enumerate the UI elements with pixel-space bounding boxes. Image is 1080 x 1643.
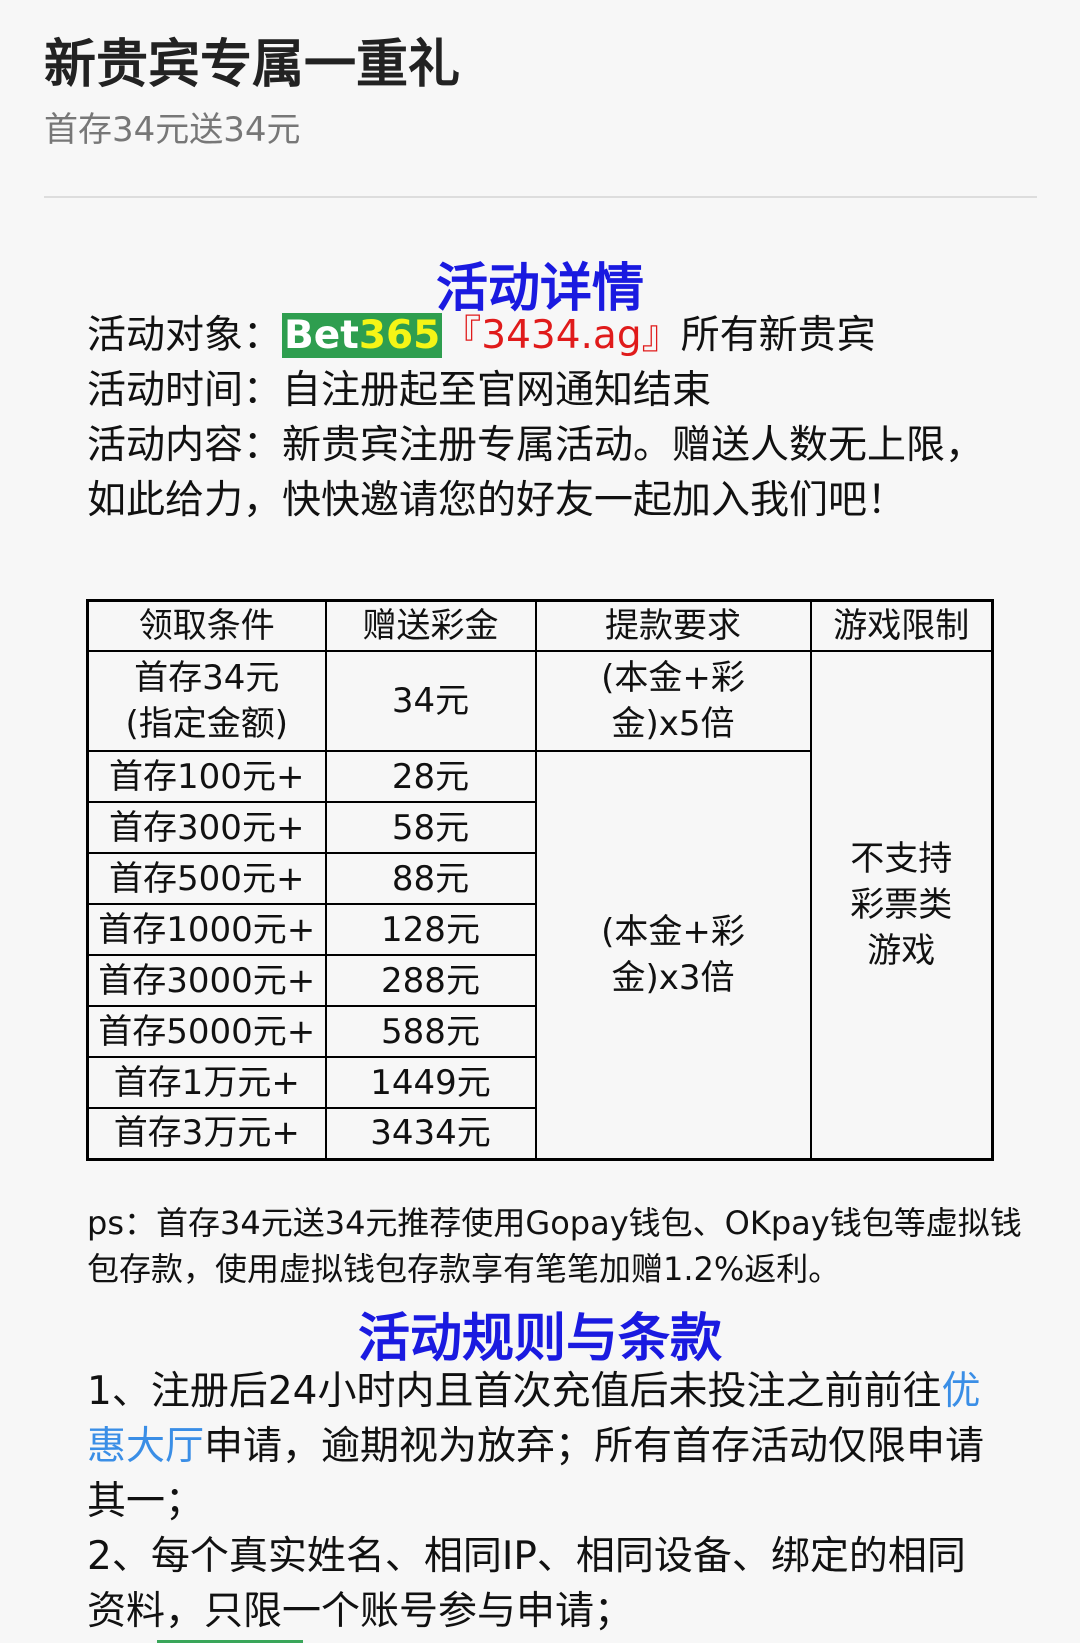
domain-text: 『3434.ag』	[442, 313, 681, 358]
target-rest: 所有新贵宾	[680, 313, 876, 358]
table-row: 首存34元(指定金额) 34元 (本金+彩金)x5倍 不支持彩票类游戏	[86, 650, 994, 1160]
activity-content: 活动内容：新贵宾注册专属活动。赠送人数无上限，如此给力，快快邀请您的好友一起加入…	[87, 423, 985, 523]
cell-condition: 首存500元+	[86, 852, 327, 905]
rule-1-text-rest: 申请，逾期视为放弃；所有首存活动仅限申请其一；	[87, 1424, 985, 1524]
cell-bonus: 28元	[324, 750, 537, 803]
cell-condition: 首存100元+	[86, 750, 327, 803]
cell-condition: 首存5000元+	[86, 1005, 327, 1058]
page-title: 新贵宾专属一重礼	[44, 35, 461, 95]
cell-bonus: 1449元	[324, 1056, 537, 1109]
header-withdraw: 提款要求	[534, 599, 812, 652]
cell-bonus: 88元	[324, 852, 537, 905]
table-row: 首存300元+ 58元	[86, 801, 993, 854]
cell-bonus: 34元	[324, 650, 537, 752]
header-bonus: 赠送彩金	[324, 599, 537, 652]
cell-bonus: 3434元	[324, 1107, 537, 1160]
cell-condition: 首存34元(指定金额)	[86, 650, 327, 752]
divider	[44, 196, 1037, 198]
header-condition: 领取条件	[86, 599, 327, 652]
cell-withdraw: (本金+彩金)x3倍	[534, 750, 812, 1160]
cell-bonus: 588元	[324, 1005, 537, 1058]
cell-bonus: 288元	[324, 954, 537, 1007]
table-row: 首存5000元+ 588元	[86, 1005, 993, 1058]
table-row: 首存100元+ 28元 (本金+彩金)x3倍	[86, 750, 993, 1160]
cell-withdraw: (本金+彩金)x5倍	[534, 650, 812, 752]
page-subtitle: 首存34元送34元	[44, 110, 301, 150]
cell-condition: 首存300元+	[86, 801, 327, 854]
target-label: 活动对象：	[87, 313, 283, 358]
cell-bonus: 128元	[324, 903, 537, 956]
cell-condition: 首存1万元+	[86, 1056, 327, 1109]
table-row: 首存1000元+ 128元	[86, 903, 993, 956]
green-label-partial	[157, 1640, 303, 1643]
rule-1-text: 1、注册后24小时内且首次充值后未投注之前前往	[87, 1369, 942, 1414]
activity-target: 活动对象：Bet365『3434.ag』所有新贵宾	[87, 308, 1007, 363]
ps-note: ps：首存34元送34元推荐使用Gopay钱包、OKpay钱包等虚拟钱包存款，使…	[87, 1204, 1022, 1288]
cell-condition: 首存1000元+	[86, 903, 327, 956]
details-heading: 活动详情	[435, 259, 644, 319]
bonus-table: 领取条件 赠送彩金 提款要求 游戏限制 首存34元(指定金额) 34元 (本金+…	[86, 599, 994, 1161]
brand-logo: Bet365	[282, 313, 443, 358]
cell-bonus: 58元	[324, 801, 537, 854]
table-row: 首存500元+ 88元	[86, 852, 993, 905]
table-row: 首存1万元+ 1449元	[86, 1056, 993, 1109]
table-row: 首存3000元+ 288元	[86, 954, 993, 1007]
table-row: 首存3万元+ 3434元	[86, 1107, 993, 1160]
rule-2: 2、每个真实姓名、相同IP、相同设备、绑定的相同资料，只限一个账号参与申请；	[87, 1534, 966, 1634]
cell-condition: 首存3000元+	[86, 954, 327, 1007]
rules-heading: 活动规则与条款	[357, 1309, 722, 1369]
cell-game-limit: 不支持彩票类游戏	[809, 650, 994, 1160]
rule-1: 1、注册后24小时内且首次充值后未投注之前前往优惠大厅申请，逾期视为放弃；所有首…	[87, 1364, 987, 1529]
activity-time: 活动时间：自注册起至官网通知结束	[87, 368, 712, 413]
cell-condition: 首存3万元+	[86, 1107, 327, 1160]
header-game-limit: 游戏限制	[809, 599, 994, 652]
promo-hall-link[interactable]: 优惠大厅	[87, 1369, 981, 1469]
